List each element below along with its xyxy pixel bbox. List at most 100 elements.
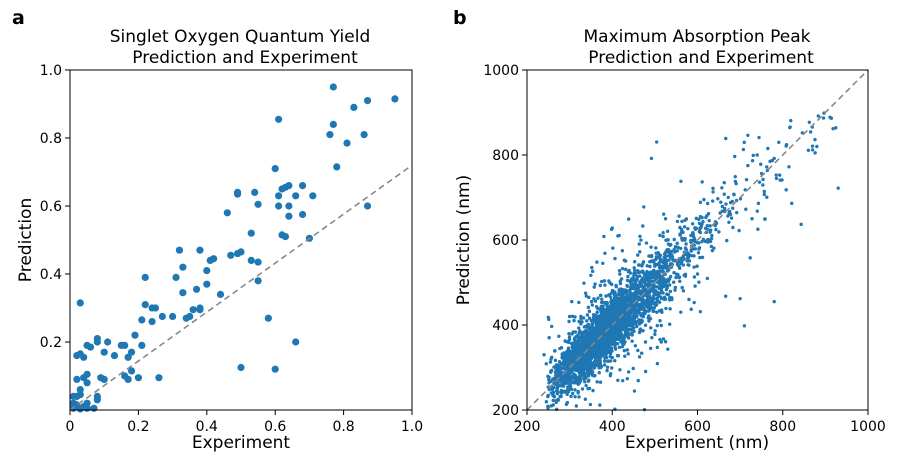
panel-b-data-point [544,362,548,366]
panel-b-data-point [629,283,633,287]
panel-b-data-point [661,230,665,235]
panel-b-data-point [598,365,603,370]
panel-b-data-point [648,271,653,275]
panel-b-data-point [756,227,760,231]
panel-b-data-point [641,329,645,333]
panel-b-data-point [561,380,565,384]
panel-a-data-point [124,353,132,361]
panel-b-data-point [692,265,696,269]
panel-a-data-point [138,316,146,324]
panel-a-data-point [196,246,204,254]
panel-b-data-point [593,373,597,378]
panel-b-data-point [774,176,779,181]
panel-b-data-point [566,346,571,350]
panel-a-data-point [141,301,149,309]
panel-b-data-point [677,214,681,218]
panel-b-data-point [620,295,624,300]
panel-b-data-point [720,204,725,209]
panel-a-label: a [12,7,25,29]
panel-b-data-point [730,199,734,204]
panel-a-data-point [90,404,98,412]
panel-b-data-point [637,242,641,246]
panel-b-data-point [554,400,558,405]
panel-b-data-point [755,209,759,213]
panel-b-data-point [724,202,728,206]
panel-b-data-point [666,242,671,246]
panel-b-data-point [673,285,678,290]
panel-b-data-point [645,264,649,268]
panel-b-data-point [636,263,641,267]
panel-b-data-point [586,305,591,310]
panel-b-data-point [585,364,589,368]
panel-b-data-point [599,279,604,284]
panel-b-data-point [572,374,577,379]
panel-b-data-point [569,358,573,362]
panel-b-data-point [586,374,591,378]
panel-b-data-point [618,368,622,372]
panel-b-data-point [620,341,625,346]
panel-b-data-point [587,309,592,314]
panel-b-data-point [777,173,782,177]
panel-b-data-point [742,140,746,145]
panel-b-data-point [698,227,702,231]
panel-b-data-point [603,332,607,336]
panel-b-data-point [614,285,619,289]
panel-b-data-point [722,192,726,196]
panel-b-data-point [698,214,703,219]
panel-b-data-point [599,343,603,348]
panel-a-data-point [237,363,245,372]
panel-b-data-point [774,173,778,177]
panel-b-data-point [622,336,626,340]
panel-b-data-point [590,323,594,328]
panel-b-data-point [637,322,642,326]
panel-b-data-point [700,255,705,260]
panel-a-data-point [223,209,231,217]
panel-b-data-point [576,361,580,365]
panel-b-data-point [576,349,580,353]
panel-a-xlabel: Experiment [192,433,291,453]
panel-b-data-point [609,282,614,287]
panel-b-data-point [573,388,577,392]
panel-b-data-point [750,217,754,221]
panel-b-xtick-label: 400 [599,419,626,435]
panel-b-data-point [700,180,704,184]
panel-b-data-point [625,348,630,352]
panel-b-data-point [644,301,648,306]
panel-b-data-point [756,201,761,206]
panel-b-data-point [577,319,581,324]
panel-a-data-point [169,312,177,321]
panel-b-data-point [731,206,735,210]
panel-b-data-point [764,165,769,169]
panel-b-data-point [689,307,693,311]
panel-b-data-point [693,247,698,251]
panel-b-data-point [682,225,687,229]
panel-b-data-point [593,282,597,286]
panel-b-data-point [637,284,642,289]
panel-a-data-point [148,318,156,326]
panel-b-data-point [649,156,654,161]
panel-b-data-point [692,300,696,305]
panel-b-data-point [582,377,586,381]
panel-b-data-point [629,300,633,304]
panel-b-data-point [674,272,679,276]
panel-b-data-point [602,359,607,363]
panel-b-data-point [623,340,627,344]
panel-b-data-point [777,140,781,144]
panel-b-data-point [626,217,631,221]
panel-b-data-point [557,334,561,338]
panel-b-data-point [610,226,614,230]
panel-b-data-point [644,241,649,245]
panel-b-data-point [684,242,688,246]
panel-b-data-point [554,407,559,412]
panel-a-data-point [83,404,91,412]
panel-b-data-point [647,254,651,258]
panel-b-data-point [630,278,634,283]
panel-b-data-point [668,322,672,326]
panel-b-data-point [667,258,671,262]
panel-b-data-point [593,299,598,303]
panel-b-data-point [648,302,653,307]
panel-b-data-point [586,379,591,383]
panel-a-data-point [254,258,262,266]
panel-b-data-point [695,272,700,276]
panel-a-data-point [285,202,293,210]
